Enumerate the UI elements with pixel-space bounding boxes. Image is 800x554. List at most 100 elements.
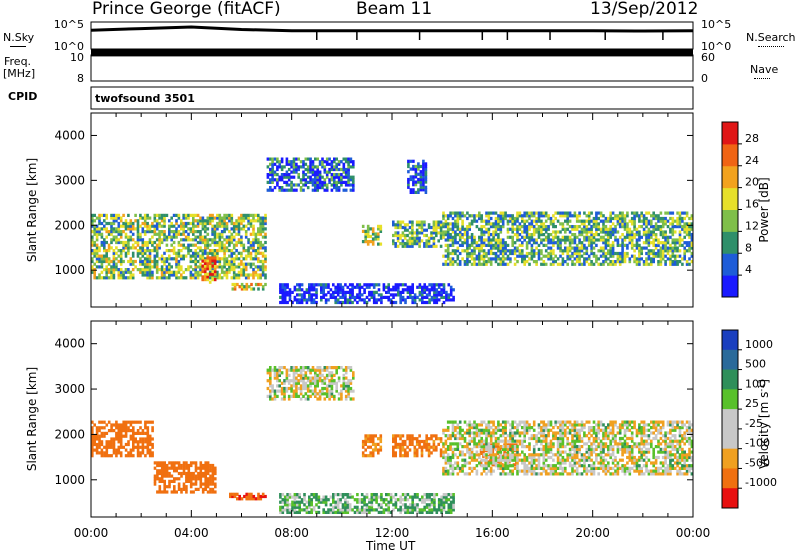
power-cell [413, 242, 417, 246]
velocity-cell [304, 381, 308, 385]
power-cell [433, 290, 436, 294]
velocity-cell [466, 442, 469, 446]
power-cell [247, 216, 250, 220]
velocity-cell [151, 420, 154, 424]
velocity-cell [487, 428, 491, 432]
velocity-cell [127, 442, 130, 447]
power-cell [119, 224, 123, 228]
velocity-cell [163, 485, 166, 489]
power-cell [394, 233, 397, 238]
power-cell [532, 219, 536, 223]
power-cell [194, 262, 197, 266]
velocity-cell [518, 469, 522, 473]
velocity-cell [201, 487, 205, 491]
power-cell [216, 259, 219, 264]
velocity-cell [509, 458, 512, 462]
velocity-cell [513, 455, 517, 460]
velocity-cell [394, 445, 397, 449]
velocity-cell [259, 497, 263, 501]
velocity-cell [165, 474, 169, 478]
velocity-cell [427, 451, 431, 455]
power-cell [232, 270, 236, 274]
power-cell [640, 214, 643, 218]
power-cell [516, 260, 519, 264]
power-cell [568, 235, 572, 239]
velocity-cell [295, 368, 298, 372]
power-cell [320, 298, 323, 302]
velocity-cell [141, 448, 145, 452]
power-cell [575, 246, 579, 250]
power-cell [504, 211, 507, 215]
power-cell [325, 175, 329, 179]
power-cell [363, 283, 366, 287]
power-cell [348, 298, 352, 302]
power-cell [642, 227, 646, 231]
power-cell [412, 188, 415, 192]
power-cell [271, 188, 274, 192]
power-cell [218, 246, 222, 250]
power-cell [607, 230, 610, 234]
power-cell [478, 227, 481, 231]
power-cell [160, 268, 164, 272]
velocity-cell [214, 471, 217, 476]
freq-panel-frame [90, 54, 694, 82]
power-cell [678, 254, 682, 258]
power-cell [364, 229, 367, 233]
velocity-cell [158, 487, 162, 491]
power-cell [252, 230, 255, 234]
power-cell [325, 186, 329, 190]
power-cell [124, 270, 128, 274]
power-cell [599, 227, 603, 231]
power-cell [630, 230, 634, 234]
power-cell [454, 251, 457, 256]
power-cell [172, 232, 176, 236]
power-cell [516, 246, 519, 250]
power-cell [647, 233, 651, 237]
power-cell [302, 178, 305, 182]
power-cell [199, 268, 202, 272]
velocity-cell [513, 458, 517, 462]
power-cell [678, 216, 682, 221]
power-cell [595, 219, 598, 223]
power-cell [264, 216, 267, 220]
velocity-cell [501, 464, 505, 468]
power-cell [146, 259, 149, 264]
velocity-cell [250, 494, 253, 499]
power-cell [139, 262, 142, 266]
velocity-cell [458, 431, 462, 435]
power-cell [595, 211, 598, 215]
velocity-cell [177, 477, 181, 481]
power-cell [482, 233, 486, 237]
velocity-cell [525, 466, 529, 470]
power-cell [427, 244, 431, 248]
power-cell [297, 183, 300, 187]
velocity-cell [107, 454, 111, 458]
power-cell [444, 260, 448, 264]
power-cell [146, 262, 149, 266]
power-cell [360, 298, 364, 302]
power-cell [335, 180, 338, 184]
power-cell [211, 216, 214, 220]
power-cell [427, 242, 431, 246]
velocity-cell [105, 431, 109, 435]
power-cell [285, 183, 289, 187]
power-cell [420, 231, 424, 235]
power-cell [139, 216, 142, 220]
velocity-cell [521, 442, 524, 446]
power-cell [281, 288, 285, 292]
power-cell [397, 288, 400, 292]
velocity-cell [245, 494, 248, 499]
power-cell [554, 241, 557, 245]
velocity-cell [511, 431, 514, 435]
power-cell [630, 241, 634, 245]
power-cell [454, 230, 457, 234]
power-cell [321, 160, 324, 164]
velocity-cell [340, 384, 343, 388]
power-cell [143, 273, 147, 277]
velocity-cell [122, 429, 125, 433]
power-cell [184, 224, 188, 228]
velocity-cell [456, 472, 460, 476]
velocity-cell [521, 469, 524, 473]
power-cell [377, 283, 381, 287]
velocity-cell [492, 431, 495, 435]
